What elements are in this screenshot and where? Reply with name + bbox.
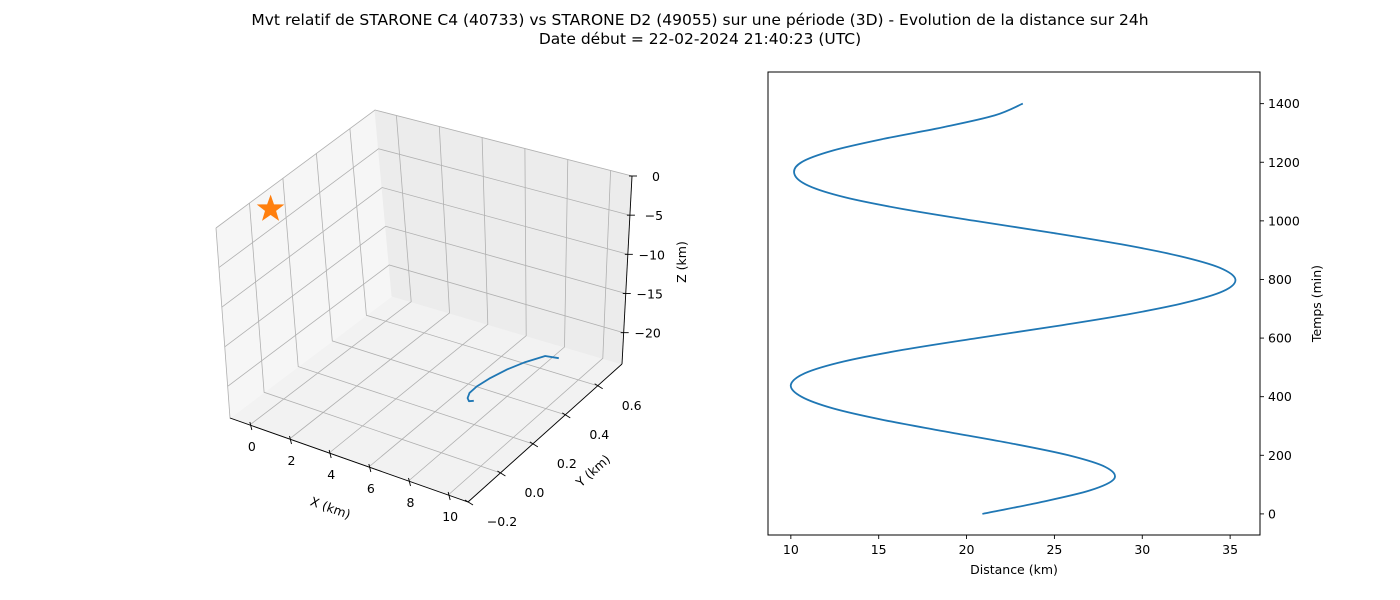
z-gridline bbox=[224, 225, 626, 348]
z-tick-label: −5 bbox=[645, 208, 663, 223]
x-tick-label: 30 bbox=[1134, 542, 1150, 557]
y-tick-label: 0.4 bbox=[589, 427, 609, 442]
x-gridline bbox=[289, 126, 450, 440]
z-axis-label: Z (km) bbox=[674, 241, 689, 283]
y-tick bbox=[594, 383, 603, 390]
x-tick bbox=[289, 435, 292, 445]
x-tick-label: 15 bbox=[871, 542, 887, 557]
y-axis-label-2d: Temps (min) bbox=[1309, 265, 1324, 343]
x-gridline bbox=[328, 137, 489, 454]
y-tick-label: 0.0 bbox=[524, 485, 544, 500]
x-tick-label: 10 bbox=[442, 509, 458, 524]
y-tick-label: 1400 bbox=[1268, 96, 1300, 111]
x-axis-label: X (km) bbox=[308, 494, 352, 522]
figure-title-line1: Mvt relatif de STARONE C4 (40733) vs STA… bbox=[251, 11, 1148, 29]
ticks-3d: 0 2 4 6 8 10 −0.2 0.0 0.2 0.4 0.6 0 −5 −10 −15 −20 bbox=[248, 169, 665, 529]
x-tick bbox=[368, 463, 372, 473]
distance-line bbox=[789, 102, 1237, 515]
y-tick-label: 1200 bbox=[1268, 155, 1300, 170]
x-axis-label-2d: Distance (km) bbox=[970, 562, 1058, 577]
trajectory-line bbox=[466, 355, 559, 403]
y-tick-label: 1000 bbox=[1268, 213, 1300, 228]
series-2d bbox=[789, 102, 1237, 515]
chart-2d: 10 15 20 25 30 35 0 200 400 600 800 1000 1200 1400 D… bbox=[767, 71, 1324, 577]
y-axis-line bbox=[467, 363, 623, 503]
y-gridline bbox=[316, 153, 566, 416]
y-tick-label: 0 bbox=[1268, 506, 1276, 521]
y-tick bbox=[464, 499, 474, 506]
x-tick-label: 10 bbox=[783, 542, 799, 557]
y-tick-label: 400 bbox=[1268, 389, 1292, 404]
x-tick-label: 35 bbox=[1222, 542, 1238, 557]
z-tick-label: −20 bbox=[634, 326, 660, 341]
x-tick-label: 0 bbox=[248, 439, 256, 454]
z-gridline bbox=[218, 148, 631, 268]
z-gridline bbox=[215, 109, 633, 229]
y-axis-label: Y (km) bbox=[572, 451, 613, 490]
x-tick bbox=[447, 491, 451, 501]
x-gridline bbox=[368, 148, 527, 468]
x-tick bbox=[328, 449, 332, 459]
x-tick bbox=[249, 421, 253, 431]
star-marker bbox=[256, 194, 285, 221]
plot-frame bbox=[767, 71, 1261, 536]
series-3d bbox=[256, 194, 559, 403]
x-ticks: 10 15 20 25 30 35 bbox=[783, 535, 1238, 557]
x-tick bbox=[408, 477, 411, 487]
x-tick-label: 4 bbox=[327, 467, 335, 482]
z-gridline bbox=[221, 187, 628, 308]
x-gridline bbox=[249, 115, 412, 426]
x-tick-label: 20 bbox=[959, 542, 975, 557]
x-gridline bbox=[408, 159, 569, 482]
x-tick-label: 6 bbox=[367, 481, 375, 496]
x-tick-label: 25 bbox=[1046, 542, 1062, 557]
z-tick-label: −15 bbox=[637, 287, 663, 302]
y-gridline bbox=[349, 128, 598, 387]
x-axis-line bbox=[229, 417, 469, 503]
x-gridline bbox=[447, 170, 611, 496]
y-tick-label: −0.2 bbox=[487, 514, 517, 529]
figure-title-line2: Date début = 22-02-2024 21:40:23 (UTC) bbox=[539, 30, 861, 48]
x-tick-label: 2 bbox=[288, 453, 296, 468]
y-tick bbox=[497, 470, 506, 477]
y-gridline bbox=[249, 203, 501, 474]
y-tick-label: 0.6 bbox=[622, 398, 642, 413]
z-tick-label: 0 bbox=[652, 169, 660, 184]
y-tick-label: 800 bbox=[1268, 272, 1292, 287]
y-tick-label: 600 bbox=[1268, 331, 1292, 346]
x-tick-label: 8 bbox=[407, 495, 415, 510]
z-tick-label: −10 bbox=[639, 247, 665, 262]
chart-3d: 0 2 4 6 8 10 −0.2 0.0 0.2 0.4 0.6 0 −5 −10 −15 −20 X (k… bbox=[215, 109, 689, 529]
y-tick-label: 200 bbox=[1268, 448, 1292, 463]
y-ticks: 0 200 400 600 800 1000 1200 1400 bbox=[1260, 96, 1300, 521]
y-tick-label: 0.2 bbox=[557, 456, 577, 471]
y-tick bbox=[562, 412, 571, 419]
y-tick bbox=[529, 441, 539, 448]
z-gridline bbox=[227, 264, 624, 387]
y-gridline bbox=[282, 178, 533, 445]
